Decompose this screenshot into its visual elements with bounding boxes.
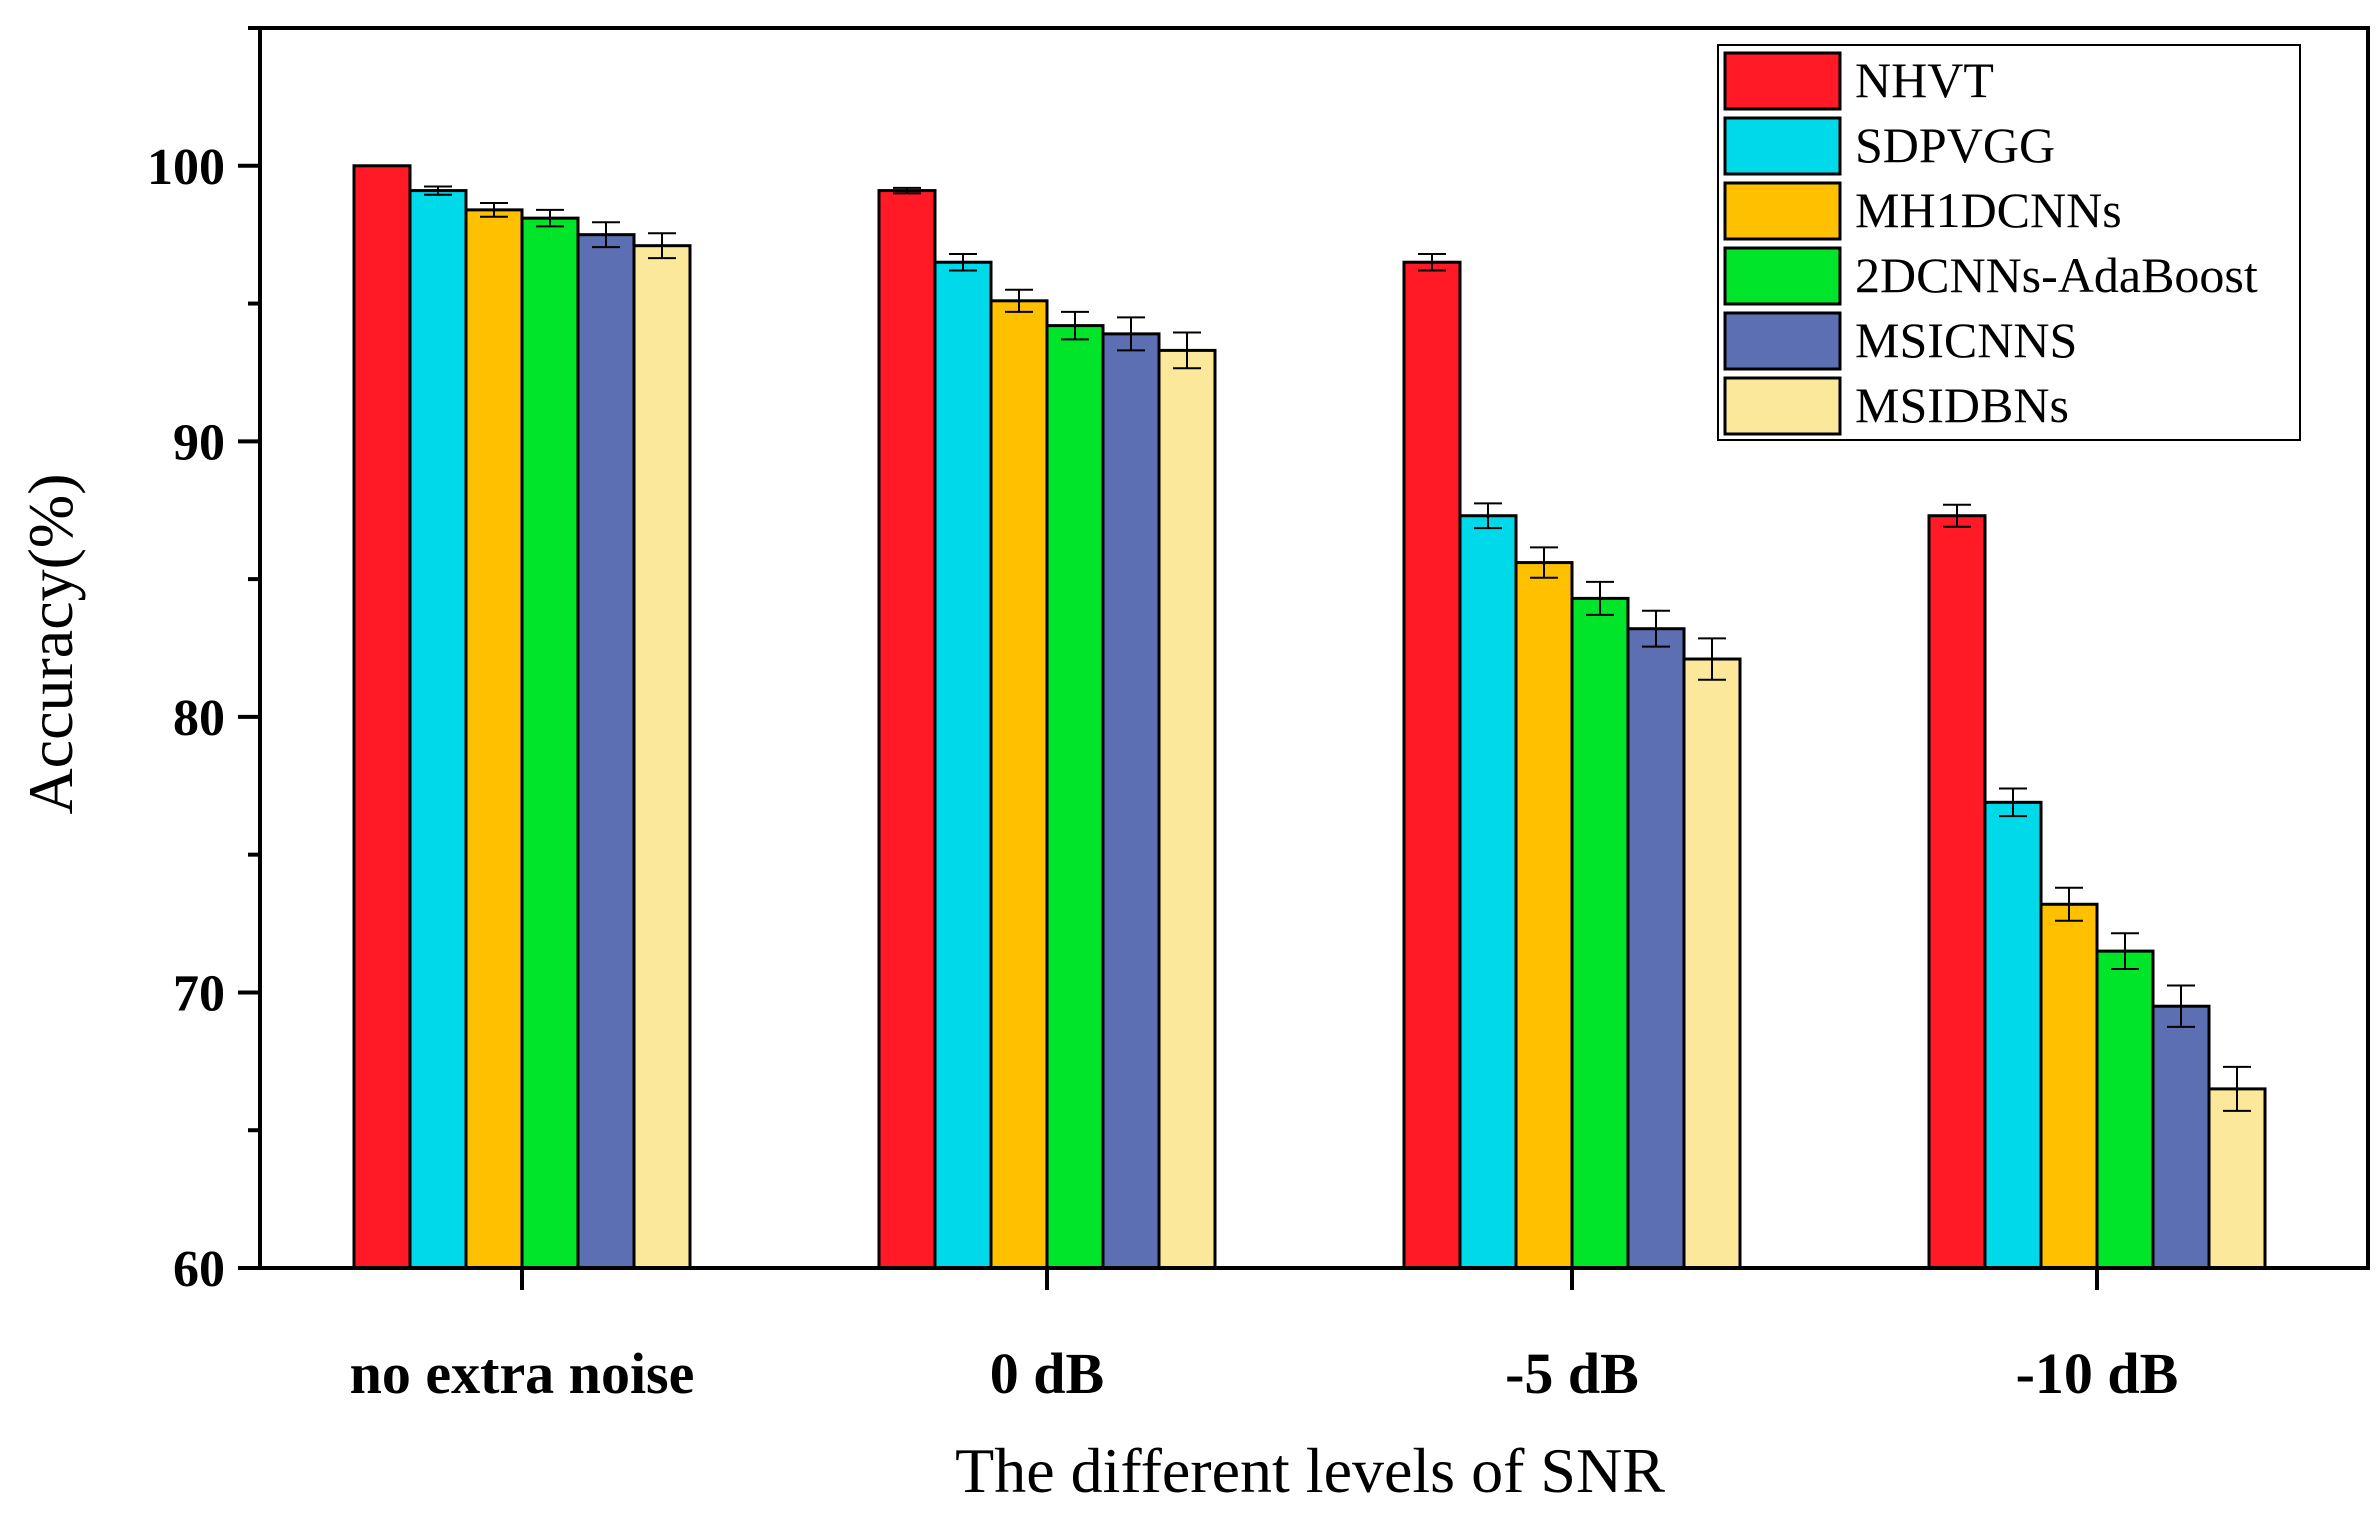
error-bar-mh1dcnns-2 [1530, 546, 1558, 579]
bar-msidbns-3 [2207, 1087, 2267, 1270]
y-axis-title: Accuracy(%) [15, 473, 86, 814]
error-bar-mh1dcnns-3 [2055, 886, 2083, 922]
error-bar-2dcnns-adaboost-3 [2111, 932, 2139, 971]
bar-mh1dcnns-3 [2039, 902, 2099, 1270]
error-bar-2dcnns-adaboost-1 [1061, 310, 1089, 341]
legend-swatch [1723, 376, 1842, 436]
bar-nhvt-0 [352, 164, 412, 1270]
x-axis-title: The different levels of SNR [955, 1435, 1665, 1506]
bar-msidbns-1 [1157, 348, 1217, 1270]
error-bar-msicnns-3 [2167, 984, 2195, 1028]
legend-label: MSICNNS [1855, 312, 2077, 368]
legend-swatch [1723, 311, 1842, 371]
legend-label: 2DCNNs-AdaBoost [1855, 247, 2258, 303]
axes-layer [238, 26, 2370, 1290]
error-bar-msidbns-0 [648, 232, 676, 260]
bar-2dcnns-adaboost-3 [2095, 949, 2155, 1270]
bar-msicnns-3 [2151, 1004, 2211, 1270]
error-bar-2dcnns-adaboost-2 [1586, 580, 1614, 616]
bar-sdpvgg-3 [1983, 800, 2043, 1270]
legend-swatch [1723, 116, 1842, 176]
bar-msicnns-0 [576, 233, 636, 1270]
error-bar-sdpvgg-2 [1474, 502, 1502, 530]
legend-swatch [1723, 181, 1842, 241]
error-bar-msidbns-1 [1173, 331, 1201, 370]
error-bar-msidbns-3 [2223, 1065, 2251, 1112]
x-tick-label: -5 dB [1505, 1341, 1639, 1406]
error-bar-2dcnns-adaboost-0 [536, 208, 564, 228]
y-tick-label: 100 [147, 139, 225, 196]
error-bar-sdpvgg-0 [424, 185, 452, 196]
bar-msidbns-2 [1682, 657, 1742, 1270]
bar-sdpvgg-2 [1458, 514, 1518, 1270]
bar-msidbns-0 [632, 244, 692, 1270]
x-tick-label: 0 dB [990, 1341, 1104, 1406]
legend-label: MSIDBNs [1855, 377, 2069, 433]
error-bar-mh1dcnns-1 [1005, 288, 1033, 313]
error-bar-msicnns-0 [592, 221, 620, 249]
error-bars-layer [424, 185, 2251, 1112]
bar-mh1dcnns-2 [1514, 561, 1574, 1270]
error-bar-nhvt-1 [893, 186, 921, 195]
legend: NHVT SDPVGG MH1DCNNs 2DCNNs-AdaBoost MSICNNS… [1717, 44, 2301, 441]
y-tick-label: 60 [173, 1241, 225, 1298]
error-bar-msicnns-1 [1117, 316, 1145, 352]
bar-2dcnns-adaboost-0 [520, 216, 580, 1270]
error-bar-sdpvgg-3 [1999, 787, 2027, 818]
error-bar-nhvt-3 [1943, 503, 1971, 528]
x-tick-label: -10 dB [2016, 1341, 2179, 1406]
error-bar-sdpvgg-1 [949, 252, 977, 272]
y-tick-label: 80 [173, 690, 225, 747]
bar-2dcnns-adaboost-2 [1570, 596, 1630, 1270]
legend-label: MH1DCNNs [1855, 182, 2122, 238]
y-tick-label: 90 [173, 414, 225, 471]
bar-msicnns-2 [1626, 627, 1686, 1270]
error-bar-mh1dcnns-0 [480, 201, 508, 218]
y-tick-label: 70 [173, 965, 225, 1022]
bar-nhvt-1 [877, 189, 937, 1270]
legend-label: SDPVGG [1855, 117, 2055, 173]
bar-nhvt-2 [1402, 260, 1462, 1270]
error-bar-msicnns-2 [1642, 609, 1670, 648]
plot-frame [258, 26, 2370, 1270]
legend-box [1717, 44, 2301, 441]
legend-swatch [1723, 246, 1842, 306]
bar-sdpvgg-1 [933, 260, 993, 1270]
bar-msicnns-1 [1101, 332, 1161, 1270]
error-bar-msidbns-2 [1698, 637, 1726, 681]
bar-nhvt-3 [1927, 514, 1987, 1270]
legend-swatch [1723, 51, 1842, 111]
legend-label: NHVT [1855, 52, 1994, 108]
x-tick-label: no extra noise [350, 1341, 695, 1406]
bar-mh1dcnns-0 [464, 208, 524, 1270]
bar-sdpvgg-0 [408, 189, 468, 1270]
error-bar-nhvt-2 [1418, 252, 1446, 272]
bar-mh1dcnns-1 [989, 299, 1049, 1270]
tick-labels-layer: no extra noise 0 dB -5 dB -10 dB 60 70 80 90 100 [147, 139, 2178, 1406]
bar-2dcnns-adaboost-1 [1045, 324, 1105, 1270]
